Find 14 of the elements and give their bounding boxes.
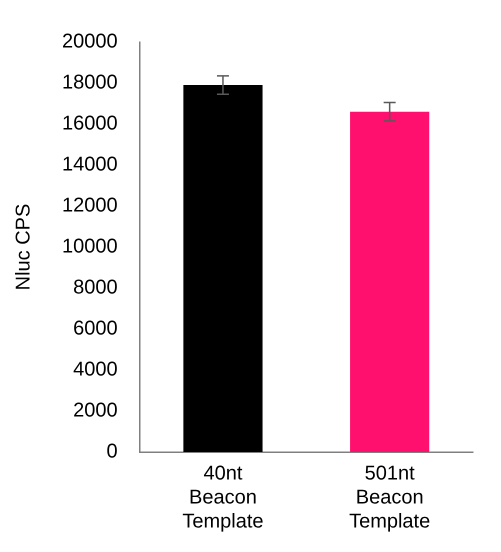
y-tick-label: 12000: [62, 194, 118, 217]
y-tick-label: 0: [106, 440, 118, 463]
x-tick-label: 501nt Beacon Template: [349, 462, 430, 533]
y-tick-label: 8000: [73, 276, 118, 299]
y-tick-label: 18000: [62, 72, 118, 94]
y-tick-label: 20000: [62, 30, 118, 53]
y-tick-label: 16000: [62, 112, 118, 135]
y-tick-label: 4000: [73, 358, 118, 381]
y-tick-label: 2000: [73, 400, 118, 422]
y-tick-label: 14000: [62, 154, 118, 176]
y-tick-label: 10000: [62, 236, 118, 258]
x-tick-label: 40nt Beacon Template: [182, 462, 264, 533]
y-tick-label: 6000: [73, 318, 118, 340]
y-axis-title: Nluc CPS: [12, 204, 35, 290]
